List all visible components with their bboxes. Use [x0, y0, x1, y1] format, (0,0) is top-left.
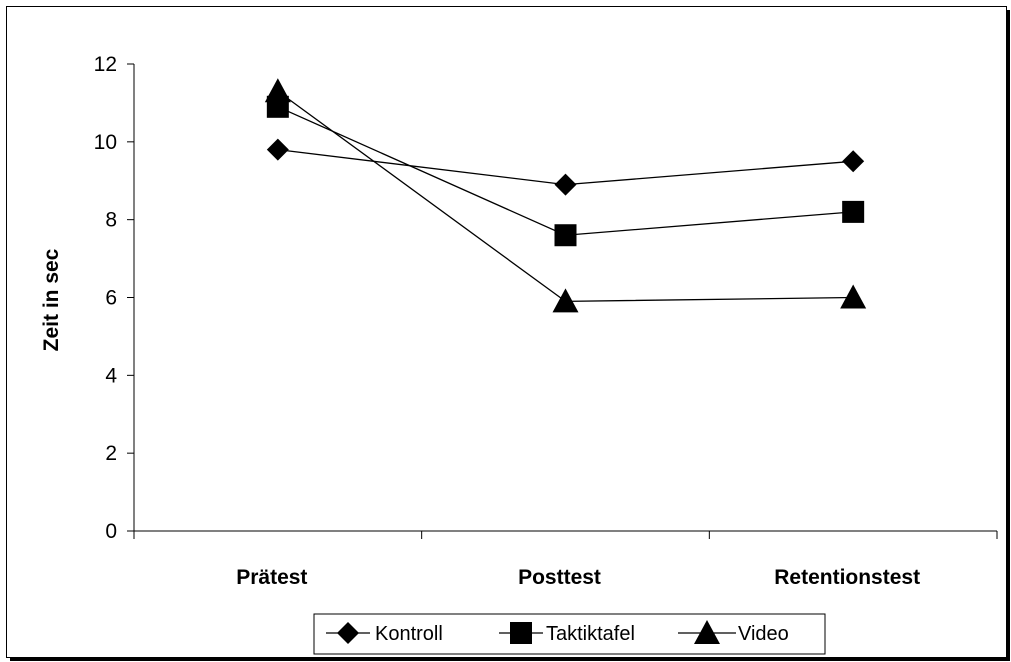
series-layer	[264, 78, 867, 313]
x-category-labels: Prätest Posttest Retentionstest	[236, 566, 920, 589]
x-category-label: Prätest	[236, 566, 307, 589]
y-tick-label: 6	[105, 287, 117, 310]
data-point	[554, 173, 577, 196]
legend-item-video: Video	[678, 620, 789, 645]
legend-marker	[337, 622, 359, 644]
x-category-label: Retentionstest	[774, 566, 920, 589]
data-point	[266, 138, 289, 161]
legend-item-kontroll: Kontroll	[326, 622, 443, 645]
legend-item-taktiktafel: Taktiktafel	[499, 622, 635, 645]
frame-shadow-bottom	[10, 658, 1010, 661]
axes	[127, 63, 998, 539]
legend-marker	[510, 622, 532, 644]
series-kontroll	[266, 138, 865, 196]
data-point	[552, 288, 579, 313]
frame-shadow-right	[1007, 10, 1010, 660]
legend-marker	[694, 620, 720, 644]
series-video	[264, 78, 867, 313]
data-point	[554, 224, 577, 247]
data-point	[264, 78, 291, 103]
y-axis-title: Zeit in sec	[40, 248, 63, 351]
series-line	[277, 90, 854, 303]
y-tick-label: 8	[105, 209, 117, 232]
data-point	[842, 200, 865, 223]
series-taktiktafel	[266, 95, 865, 247]
legend-box	[313, 613, 826, 655]
y-tick-label: 12	[94, 53, 117, 76]
series-line	[277, 106, 854, 236]
y-tick-labels: 0 2 4 6 8 10 12	[94, 53, 118, 543]
legend-label: Taktiktafel	[546, 623, 635, 645]
y-tick-label: 4	[105, 364, 117, 387]
x-category-label: Posttest	[518, 566, 601, 589]
data-point	[840, 284, 867, 309]
y-tick-label: 2	[105, 442, 117, 465]
legend-label: Kontroll	[375, 623, 443, 645]
chart-frame	[6, 6, 1007, 658]
y-tick-label: 0	[105, 520, 117, 543]
y-tick-label: 10	[94, 131, 117, 154]
legend-label: Video	[738, 623, 789, 645]
data-point	[842, 150, 865, 173]
legend: Kontroll Taktiktafel Video	[313, 613, 826, 655]
